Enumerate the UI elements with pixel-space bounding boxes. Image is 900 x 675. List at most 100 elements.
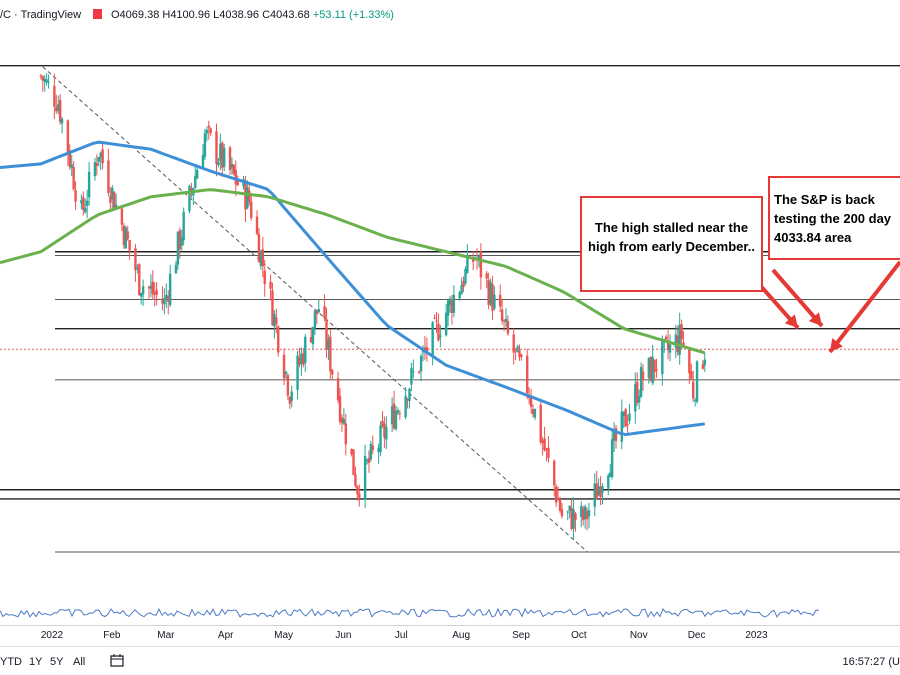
candle-body-116 [352,449,355,475]
candle-body-226 [649,357,652,381]
candle-body-173 [504,318,508,323]
x-tick-label-8: Sep [512,630,530,641]
candle-body-175 [512,334,515,353]
candle-body-112 [340,417,344,423]
candle-body-22 [97,156,100,162]
candle-body-84 [263,270,266,284]
x-tick-label-3: Apr [217,630,234,641]
candle-body-128 [383,423,386,438]
candle-body-96 [298,357,301,364]
candle-body-213 [612,431,616,441]
candle-body-237 [678,324,681,355]
candle-body-105 [323,306,326,319]
candle-body-232 [664,336,668,340]
candle-body-197 [570,507,573,529]
callout-200-day-text: The S&P is back testing the 200 day 4033… [774,192,892,245]
oscillator-pane [0,607,820,619]
candle-body-199 [574,513,577,520]
x-tick-label-9: Oct [571,630,587,641]
candle-body-74 [236,181,239,185]
candle-body-80 [255,216,259,234]
candle-body-240 [688,349,691,374]
candle-body-39 [141,286,145,295]
candle-body-56 [190,188,193,192]
candle-body-227 [651,356,654,384]
x-tick-label-10: Nov [629,630,648,641]
x-tick-label-11: Dec [687,630,706,641]
candle-body-90 [282,354,286,379]
candle-body-7 [57,104,60,111]
candle-body-170 [499,294,502,307]
candle-body-49 [168,273,172,305]
candle-body-104 [317,309,320,313]
candle-body-153 [450,300,454,313]
candle-body-21 [95,163,99,166]
candle-body-234 [668,344,672,353]
candle-body-52 [178,230,182,250]
candle-body-73 [234,170,237,185]
candle-body-182 [529,397,533,407]
range-5y[interactable]: 5Y [50,656,64,668]
date-range-icon[interactable] [110,654,124,670]
candle-body-154 [452,294,456,313]
candle-body-241 [690,371,693,379]
candle-body-187 [543,438,546,451]
candle-body-3 [45,79,48,83]
candle-body-86 [271,290,274,326]
candle-body-130 [390,406,394,425]
candle-body-206 [595,483,598,500]
candle-body-179 [520,354,523,357]
candle-body-146 [433,317,436,319]
candle-body-215 [620,411,623,442]
arrow-head-1 [808,312,822,326]
candle-body-192 [556,498,560,501]
candle-body-172 [502,320,506,322]
x-tick-label-0: 2022 [40,630,64,641]
candle-body-30 [120,208,124,225]
candle-body-177 [516,346,519,353]
candle-body-46 [163,297,166,305]
candle-body-149 [439,335,442,337]
candle-body-81 [257,234,261,263]
callout-high-stalled-text: The high stalled near the high from earl… [588,220,755,254]
candle-body-159 [466,254,469,273]
price-chart[interactable] [0,30,900,625]
candle-body-53 [180,237,183,246]
candle-body-59 [195,169,199,179]
candle-body-18 [85,200,89,206]
candle-body-145 [431,322,434,358]
candle-body-25 [107,160,110,193]
candle-body-102 [313,310,317,329]
arrow-shaft-1 [771,268,824,328]
x-tick-label-7: Aug [452,630,471,641]
candle-body-196 [568,505,571,511]
candle-body-194 [560,509,564,517]
candle-body-70 [228,147,232,170]
candle-body-1 [41,76,44,81]
range-ytd[interactable]: YTD [0,656,22,668]
x-tick-label-6: Jul [394,630,408,641]
candle-body-230 [661,341,664,375]
candle-body-168 [491,284,494,311]
candle-body-13 [72,166,75,190]
candle-body-138 [410,368,413,385]
candle-body-66 [217,162,220,166]
candle-body-193 [558,499,562,511]
candle-body-212 [610,439,614,477]
flag-icon[interactable] [93,9,102,19]
candle-body-43 [153,292,156,295]
range-all[interactable]: All [73,656,86,668]
moving-average-200 [0,188,706,355]
candle-body-235 [674,334,678,348]
candle-body-174 [506,321,510,334]
callout-200-day: The S&P is back testing the 200 day 4033… [768,176,900,260]
candle-body-72 [232,165,236,174]
candle-body-103 [315,310,319,315]
range-1y[interactable]: 1Y [29,656,43,668]
candle-body-157 [462,280,465,287]
candle-body-17 [84,208,87,213]
candle-body-246 [703,359,706,366]
candle-body-35 [134,248,137,271]
candle-body-92 [286,375,290,396]
clock-readout: 16:57:27 (U [842,656,900,668]
